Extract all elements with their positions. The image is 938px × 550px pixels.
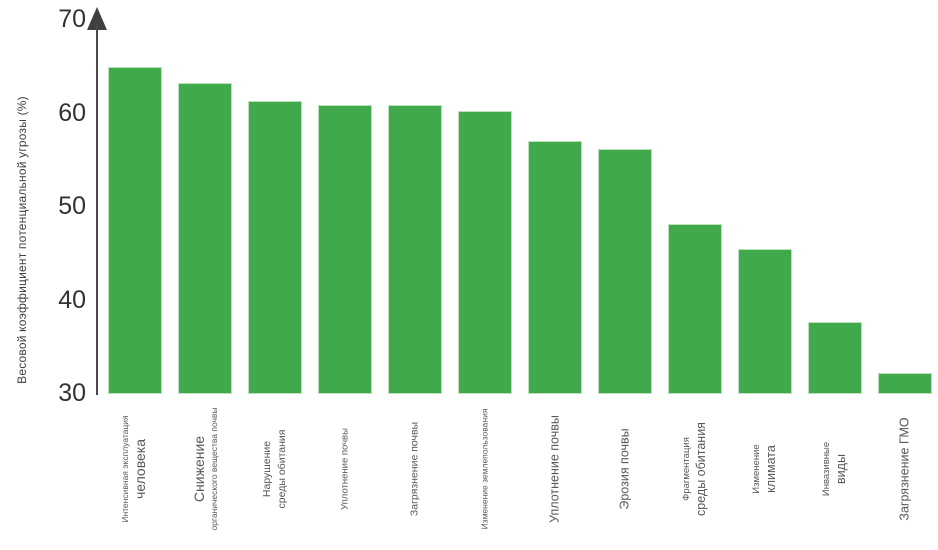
bar xyxy=(738,249,792,394)
y-tick-label: 50 xyxy=(58,192,86,220)
x-category-label: Фрагментация среды обитания xyxy=(680,422,710,516)
x-category-label-line: человека xyxy=(132,438,148,500)
x-category-label-line: Изменение xyxy=(751,444,762,494)
bar xyxy=(248,101,302,394)
bar xyxy=(668,223,722,394)
x-category-label: Снижение органического вещества почвы xyxy=(190,407,220,530)
y-axis-arrow-icon xyxy=(87,7,107,30)
x-category-label-line: среды обитания xyxy=(694,422,708,516)
x-category-label-line: Эрозия почвы xyxy=(617,428,632,510)
bar xyxy=(528,140,582,394)
bar xyxy=(178,82,232,394)
x-category-label-line: органического вещества почвы xyxy=(209,407,219,531)
x-category-label: Уплотнение почвы xyxy=(339,428,352,510)
x-category-label: Уплотнение почвы xyxy=(547,415,564,523)
bar xyxy=(598,149,652,394)
bar xyxy=(878,373,932,394)
x-category-label-line: Загрязнение почвы xyxy=(408,421,421,517)
bar xyxy=(808,322,862,394)
y-axis-line xyxy=(96,24,98,395)
x-category-label-line: Загрязнение ГМО xyxy=(897,417,912,521)
x-category-label: Интенсивная эксплуатация человека xyxy=(120,415,150,522)
x-category-label-line: Снижение xyxy=(191,435,207,503)
y-tick-label: 70 xyxy=(58,5,86,33)
x-category-label-line: Нарушение xyxy=(261,440,273,498)
y-tick-label: 40 xyxy=(58,285,86,314)
x-category-label: Эрозия почвы xyxy=(617,428,634,509)
x-category-label-line: виды xyxy=(834,454,848,484)
x-category-label-line: среды обитания xyxy=(276,429,288,509)
y-axis-title: Весовой коэффициент потенциальной угрозы… xyxy=(15,96,29,384)
bar xyxy=(458,110,512,394)
x-category-label-line: Изменение землепользования xyxy=(479,408,490,530)
x-category-label: Изменение землепользования xyxy=(480,409,491,530)
bar xyxy=(388,105,442,394)
x-category-label-line: Уплотнение почвы xyxy=(339,428,351,510)
x-category-label-line: Фрагментация xyxy=(681,437,692,501)
x-category-label-line: климата xyxy=(764,445,778,493)
x-category-label: Инвазивные виды xyxy=(820,442,850,496)
bar xyxy=(318,105,372,394)
x-category-label: Нарушение среды обитания xyxy=(260,430,290,509)
x-category-label: Загрязнение ГМО xyxy=(897,417,914,520)
x-category-label-line: Инвазивные xyxy=(821,441,832,497)
y-tick-label: 60 xyxy=(58,98,86,127)
y-tick-label: 30 xyxy=(58,379,86,407)
x-category-label-line: Интенсивная эксплуатация xyxy=(120,415,130,523)
x-category-label: Изменение климата xyxy=(750,444,780,493)
x-category-label: Загрязнение почвы xyxy=(408,422,423,516)
x-category-label-line: Уплотнение почвы xyxy=(547,415,562,523)
bar xyxy=(108,66,162,394)
